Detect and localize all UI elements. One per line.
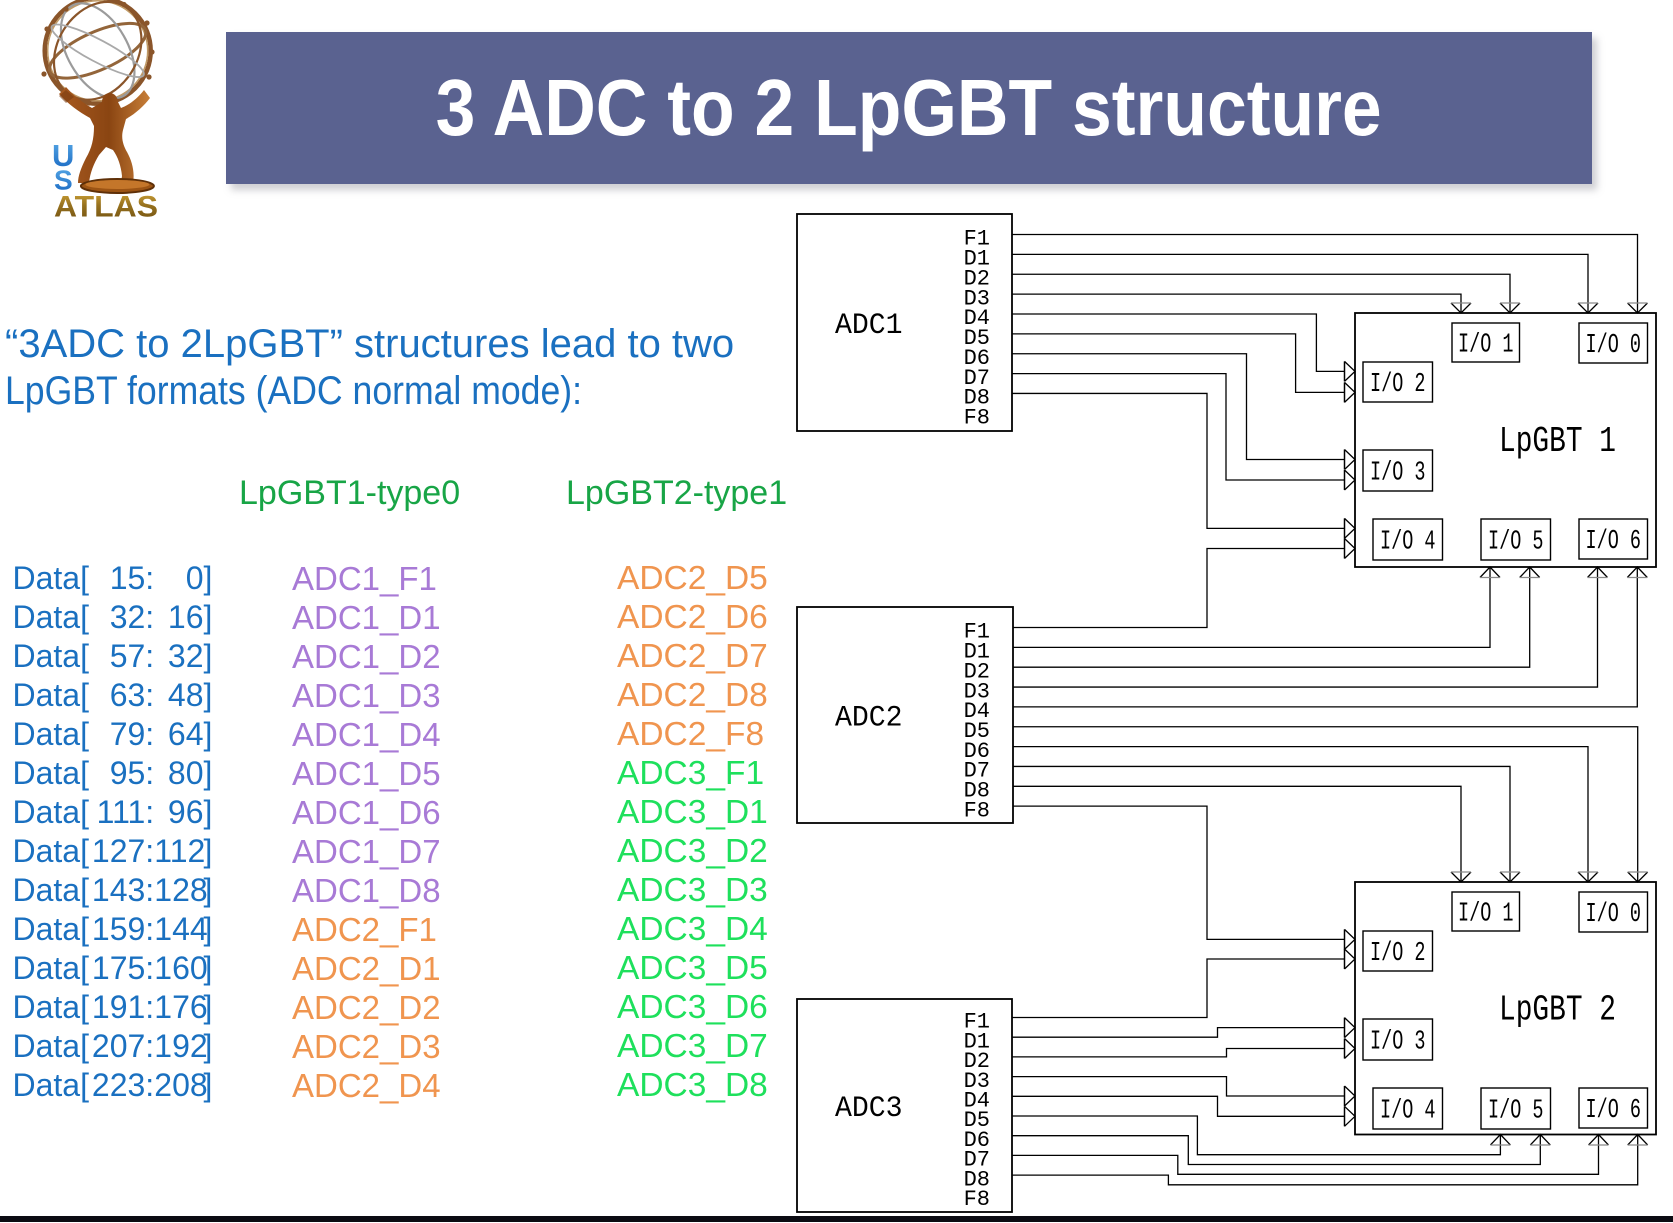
svg-text:D7: D7 — [964, 759, 990, 784]
svg-text:I/O 4: I/O 4 — [1380, 1097, 1436, 1127]
svg-text:ADC2: ADC2 — [835, 701, 903, 735]
svg-text:F1: F1 — [964, 227, 990, 252]
svg-text:D2: D2 — [964, 1049, 990, 1074]
svg-text:ADC3: ADC3 — [835, 1092, 903, 1126]
svg-text:D8: D8 — [964, 1167, 990, 1192]
svg-text:D1: D1 — [964, 247, 990, 272]
svg-text:I/O 3: I/O 3 — [1370, 1028, 1426, 1058]
svg-text:F8: F8 — [964, 798, 990, 823]
svg-text:I/O 2: I/O 2 — [1370, 939, 1426, 969]
svg-text:D7: D7 — [964, 366, 990, 391]
svg-text:I/O 4: I/O 4 — [1380, 528, 1436, 558]
svg-text:I/O 5: I/O 5 — [1488, 1097, 1544, 1127]
svg-text:D7: D7 — [964, 1148, 990, 1173]
svg-text:D4: D4 — [964, 306, 990, 331]
svg-text:LpGBT 2: LpGBT 2 — [1499, 989, 1616, 1030]
svg-text:D5: D5 — [964, 719, 990, 744]
svg-text:I/O 2: I/O 2 — [1370, 370, 1426, 400]
svg-text:D6: D6 — [964, 739, 990, 764]
svg-text:ADC1: ADC1 — [835, 309, 903, 343]
svg-text:I/O 1: I/O 1 — [1458, 331, 1514, 361]
svg-text:ATLAS: ATLAS — [54, 191, 158, 224]
svg-text:D2: D2 — [964, 266, 990, 291]
svg-text:D3: D3 — [964, 679, 990, 704]
svg-text:LpGBT 1: LpGBT 1 — [1499, 421, 1616, 462]
svg-text:D4: D4 — [964, 699, 990, 724]
svg-text:I/O 1: I/O 1 — [1458, 900, 1514, 930]
svg-text:D5: D5 — [964, 326, 990, 351]
svg-text:I/O 0: I/O 0 — [1586, 900, 1642, 930]
svg-text:F8: F8 — [964, 1187, 990, 1212]
svg-text:D5: D5 — [964, 1108, 990, 1133]
svg-text:D3: D3 — [964, 1069, 990, 1094]
svg-text:U: U — [52, 138, 74, 173]
svg-text:F8: F8 — [964, 406, 990, 431]
svg-text:I/O 3: I/O 3 — [1370, 459, 1426, 489]
svg-text:F1: F1 — [964, 620, 990, 645]
svg-text:D6: D6 — [964, 1128, 990, 1153]
svg-text:I/O 6: I/O 6 — [1586, 1096, 1642, 1126]
svg-text:S: S — [54, 165, 73, 196]
svg-text:D4: D4 — [964, 1089, 990, 1114]
svg-text:D6: D6 — [964, 346, 990, 371]
svg-text:F1: F1 — [964, 1010, 990, 1035]
svg-text:I/O 0: I/O 0 — [1586, 331, 1642, 361]
svg-text:D1: D1 — [964, 640, 990, 665]
svg-text:I/O 5: I/O 5 — [1488, 528, 1544, 558]
svg-text:D8: D8 — [964, 779, 990, 804]
svg-text:D1: D1 — [964, 1029, 990, 1054]
svg-text:D2: D2 — [964, 659, 990, 684]
svg-text:D3: D3 — [964, 286, 990, 311]
svg-text:I/O 6: I/O 6 — [1586, 527, 1642, 557]
svg-text:D8: D8 — [964, 386, 990, 411]
